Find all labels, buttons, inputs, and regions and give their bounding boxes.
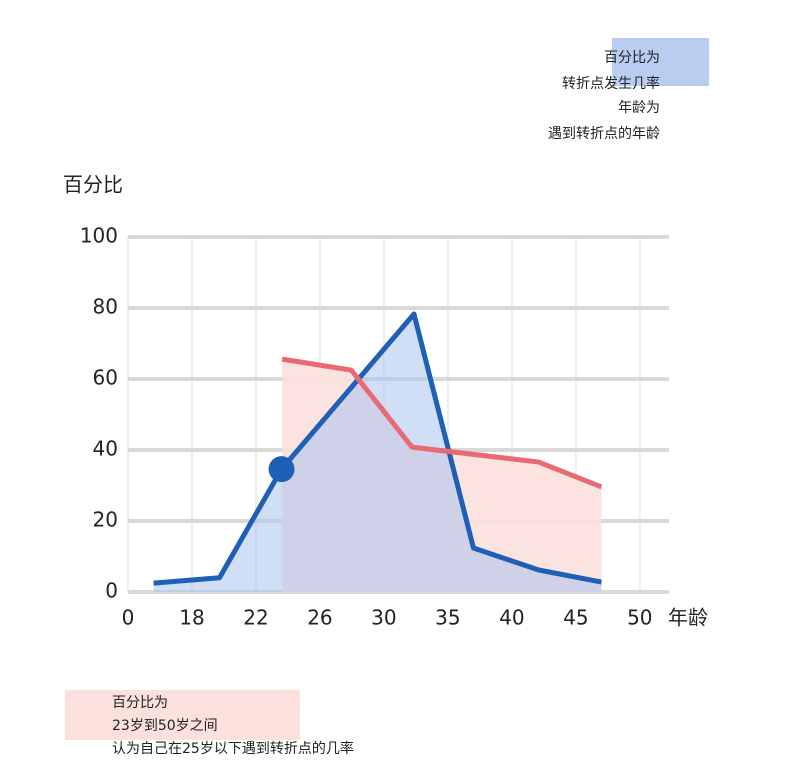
x-tick-label: 18 xyxy=(179,606,204,630)
x-tick-label: 40 xyxy=(499,606,524,630)
y-tick-label: 80 xyxy=(93,295,118,319)
annotation: 遇到转折点的年龄 xyxy=(548,126,660,142)
legend-swatch xyxy=(612,38,709,86)
legend-label: 百分比为 xyxy=(604,50,660,66)
legend-label: 转折点发生几率 xyxy=(562,75,660,92)
line xyxy=(153,311,602,586)
x-tick-label: 30 xyxy=(371,606,396,630)
legend-label: 23岁到50岁之间 xyxy=(112,718,218,734)
legend-label: 百分比为 xyxy=(112,695,168,711)
area xyxy=(153,314,602,592)
y-tick-label: 0 xyxy=(105,579,118,603)
y-tick-label: 100 xyxy=(80,224,118,248)
x-tick-label: 22 xyxy=(243,606,268,630)
x-tick-label: 35 xyxy=(435,606,460,630)
x-axis-title: 年龄 xyxy=(668,606,708,630)
x-tick-label: 0 xyxy=(122,606,135,630)
x-tick-label: 26 xyxy=(307,606,332,630)
y-tick-label: 60 xyxy=(93,366,118,390)
point-marker xyxy=(268,456,295,483)
legend-label: 认为自己在25岁以下遇到转折点的几率 xyxy=(112,740,354,757)
y-tick-label: 20 xyxy=(93,508,118,532)
x-tick-label: 50 xyxy=(627,606,652,630)
y-axis-title: 百分比 xyxy=(63,173,123,197)
legend-swatch xyxy=(65,690,300,740)
y-tick-label: 40 xyxy=(93,437,118,461)
line xyxy=(281,356,603,490)
x-tick-label: 45 xyxy=(563,606,588,630)
annotation: 年龄为 xyxy=(618,100,660,116)
